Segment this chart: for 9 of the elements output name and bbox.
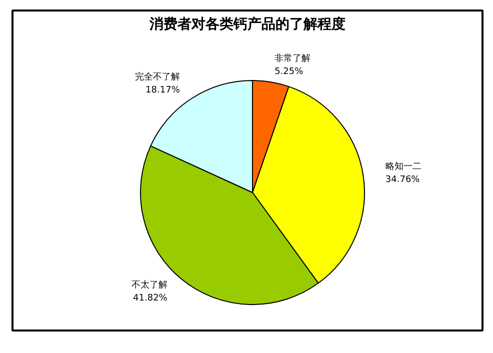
data-label: 18.17% bbox=[146, 86, 180, 96]
data-label: 34.76% bbox=[385, 174, 420, 185]
slice-label: 略知一二 bbox=[385, 160, 422, 172]
slice-label: 不太了解 bbox=[131, 280, 168, 291]
data-label: 5.25% bbox=[274, 66, 304, 77]
slice-label: 完全不了解 bbox=[134, 72, 180, 83]
slice-label: 非常了解 bbox=[274, 52, 311, 64]
data-label: 41.82% bbox=[133, 294, 168, 304]
chart-title: 消费者对各类钙产品的了解程度 bbox=[148, 16, 346, 32]
